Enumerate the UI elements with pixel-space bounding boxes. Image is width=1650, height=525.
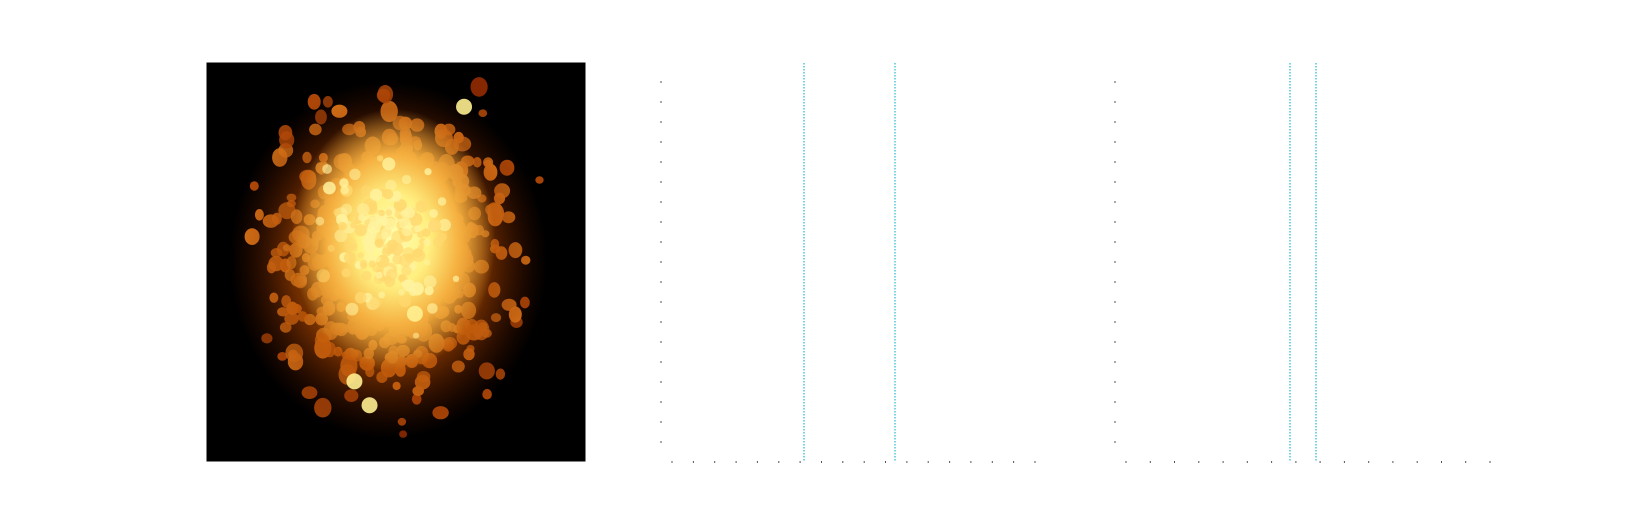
heatmap-bright-speck xyxy=(361,270,372,281)
plot-3-x-ticks xyxy=(1125,461,1491,463)
heatmap-bright-speck xyxy=(369,188,383,201)
heatmap-bright-speck xyxy=(402,279,415,292)
heatmap-bright-speck xyxy=(360,185,372,197)
heatmap-bright-speck xyxy=(424,168,432,176)
heatmap-image xyxy=(229,77,548,440)
plot-2-vertical-lines xyxy=(803,63,896,461)
heatmap-bright-speck xyxy=(423,238,431,246)
heatmap-panel xyxy=(206,62,586,462)
heatmap-bright-speck xyxy=(390,242,404,256)
heatmap-bright-speck xyxy=(374,238,384,248)
plot-3-vertical-lines xyxy=(1289,63,1317,461)
heatmap-bright-speck xyxy=(358,214,366,222)
plot-panel-2 xyxy=(660,63,1036,463)
plot-2-y-ticks xyxy=(660,81,662,443)
heatmap-bright-speck xyxy=(437,197,447,206)
plot-panel-3 xyxy=(1114,63,1491,463)
heatmap-bright-speck xyxy=(340,186,350,195)
heatmap-bright-speck xyxy=(349,243,358,252)
heatmap-bright-speck xyxy=(374,256,381,263)
heatmap-bright-speck xyxy=(383,217,396,230)
heatmap-bright-speck xyxy=(452,275,460,282)
plot-2-x-ticks xyxy=(671,461,1036,463)
heatmap-bright-speck xyxy=(341,268,351,278)
heatmap-bright-speck xyxy=(438,232,447,241)
heatmap-bright-speck xyxy=(403,206,416,219)
heatmap-bright-speck xyxy=(323,181,336,195)
heatmap-bright-speck xyxy=(398,253,413,267)
heatmap-bright-speck xyxy=(354,224,367,237)
heatmap-hotspot xyxy=(456,98,473,115)
heatmap-speck xyxy=(470,77,488,97)
heatmap-bright-speck xyxy=(391,230,405,245)
heatmap-bright-speck xyxy=(327,244,335,252)
heatmap-bright-speck xyxy=(412,332,420,339)
heatmap-bright-speck xyxy=(385,209,393,216)
plot-3-y-ticks xyxy=(1114,81,1116,443)
heatmap-speck xyxy=(535,176,544,184)
heatmap-bright-speck xyxy=(354,291,367,304)
heatmap-bright-speck xyxy=(367,229,377,240)
heatmap-bright-speck xyxy=(427,303,438,314)
heatmap-bright-speck xyxy=(322,164,332,174)
heatmap-bright-speck xyxy=(349,168,361,180)
heatmap-bright-speck xyxy=(345,302,359,316)
heatmap-bright-speck xyxy=(357,252,364,259)
heatmap-bright-speck xyxy=(382,188,394,200)
heatmap-bright-speck xyxy=(350,222,357,229)
heatmap-bright-speck xyxy=(438,218,451,232)
heatmap-bright-speck xyxy=(424,259,431,266)
heatmap-bright-speck xyxy=(338,221,347,231)
heatmap-bright-speck xyxy=(415,200,428,213)
heatmap-hotspot xyxy=(361,397,378,414)
heatmap-bright-speck xyxy=(334,229,348,243)
heatmap-bright-speck xyxy=(369,296,382,309)
heatmap-bright-speck xyxy=(339,178,349,188)
heatmap-bright-speck xyxy=(399,295,412,308)
heatmap-bright-speck xyxy=(357,203,370,216)
heatmap-bright-speck xyxy=(414,225,421,233)
heatmap-hotspot xyxy=(406,305,423,322)
heatmap-bright-speck xyxy=(316,269,330,283)
heatmap-bright-speck xyxy=(424,286,434,296)
heatmap-bright-speck xyxy=(380,227,392,239)
heatmap-bright-speck xyxy=(398,289,405,296)
heatmap-bright-speck xyxy=(343,251,356,264)
heatmap-bright-speck xyxy=(378,291,386,299)
heatmap-bright-speck xyxy=(399,217,411,230)
heatmap-bright-speck xyxy=(386,269,398,281)
heatmap-bright-speck xyxy=(315,216,325,226)
heatmap-bright-speck xyxy=(333,208,341,216)
heatmap-bright-speck xyxy=(340,203,353,215)
heatmap-bright-speck xyxy=(385,179,397,191)
heatmap-bright-speck xyxy=(423,275,437,289)
heatmap-bright-speck xyxy=(360,261,368,270)
heatmap-bright-speck xyxy=(377,155,384,162)
heatmap-bright-speck xyxy=(401,174,412,185)
heatmap-bright-speck xyxy=(429,209,438,218)
heatmap-bright-speck xyxy=(401,265,412,276)
heatmap-bright-speck xyxy=(411,248,426,263)
heatmap-frame xyxy=(206,62,586,462)
heatmap-bright-speck xyxy=(375,271,383,279)
heatmap-bright-speck xyxy=(422,228,431,237)
heatmap-bright-speck xyxy=(371,262,382,273)
heatmap-bright-speck xyxy=(382,157,396,171)
heatmap-bright-speck xyxy=(378,210,385,217)
heatmap-bright-speck xyxy=(398,274,406,282)
heatmap-hotspot xyxy=(346,373,363,390)
heatmap-bright-speck xyxy=(381,247,392,257)
heatmap-bright-speck xyxy=(427,219,442,233)
